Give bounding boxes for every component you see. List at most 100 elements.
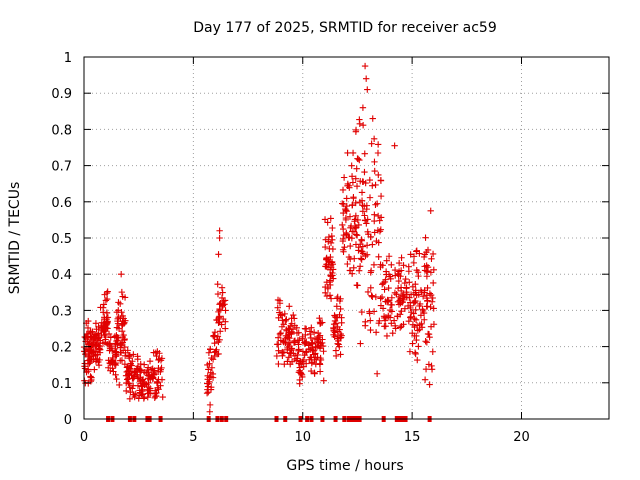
data-point — [359, 104, 367, 111]
data-point — [371, 211, 378, 218]
data-point — [392, 272, 399, 279]
data-point — [104, 325, 111, 332]
data-point — [422, 338, 429, 345]
data-point — [363, 220, 370, 227]
data-point — [422, 366, 430, 373]
data-point — [310, 329, 318, 336]
data-point — [373, 370, 381, 377]
data-point — [381, 317, 389, 324]
data-point — [109, 365, 116, 372]
data-point — [127, 388, 134, 396]
data-point — [372, 181, 379, 189]
data-point — [415, 343, 422, 350]
data-point — [280, 321, 287, 328]
data-point — [275, 314, 282, 321]
data-point — [424, 268, 431, 275]
data-point — [322, 289, 329, 297]
data-point — [358, 189, 366, 196]
data-point — [340, 200, 347, 208]
data-point — [131, 373, 138, 381]
y-tick-label: 1 — [64, 51, 72, 66]
data-point — [296, 364, 303, 371]
data-point — [107, 334, 114, 341]
data-point — [206, 408, 213, 415]
data-point — [222, 307, 229, 314]
data-point — [329, 245, 337, 253]
data-point — [388, 294, 396, 301]
x-tick-label: 5 — [189, 430, 197, 445]
data-point — [208, 364, 216, 371]
data-point — [364, 86, 371, 93]
data-point — [374, 141, 382, 148]
data-point — [329, 224, 336, 232]
data-point — [339, 221, 346, 229]
data-point — [337, 305, 344, 313]
data-point — [430, 279, 437, 287]
data-point — [321, 216, 329, 223]
data-point — [342, 207, 350, 214]
data-point — [402, 275, 409, 283]
data-point — [303, 338, 310, 345]
data-point — [353, 183, 361, 190]
data-point — [413, 291, 420, 299]
data-point — [155, 376, 162, 383]
data-point — [368, 292, 375, 299]
data-point — [372, 201, 379, 208]
data-point — [361, 168, 368, 176]
data-point — [218, 294, 226, 302]
data-point — [106, 340, 114, 348]
data-point — [358, 308, 366, 316]
data-point — [112, 371, 119, 379]
data-point — [153, 352, 160, 360]
data-point — [126, 368, 133, 375]
data-point — [140, 395, 148, 402]
data-point — [104, 288, 111, 295]
data-point — [296, 380, 303, 387]
data-point — [412, 306, 419, 314]
x-tick-labels: 0 5 10 15 20 — [80, 430, 530, 445]
data-point — [126, 355, 133, 362]
data-point — [103, 309, 111, 317]
data-point — [211, 340, 218, 347]
data-point — [347, 242, 354, 250]
data-point — [155, 386, 162, 393]
data-point — [84, 366, 92, 373]
data-point — [337, 351, 344, 358]
data-point — [419, 293, 427, 300]
data-point — [375, 253, 382, 261]
data-point — [308, 340, 316, 347]
data-point — [340, 225, 347, 233]
data-point — [400, 321, 407, 328]
data-point — [411, 299, 419, 306]
data-point — [124, 347, 131, 354]
data-point — [397, 273, 404, 280]
data-point — [330, 275, 337, 282]
data-point — [290, 350, 297, 357]
data-point — [132, 390, 139, 398]
data-point — [221, 301, 228, 308]
data-point — [121, 343, 128, 351]
data-point — [276, 300, 284, 307]
data-point — [352, 199, 359, 207]
data-point — [138, 390, 145, 398]
data-point — [307, 367, 315, 375]
data-point — [418, 324, 426, 331]
data-point — [214, 333, 222, 340]
data-point — [274, 334, 282, 341]
data-point — [405, 318, 413, 325]
data-point — [297, 369, 304, 376]
data-point — [120, 331, 127, 339]
data-point — [367, 269, 374, 276]
data-point — [291, 337, 299, 345]
data-point — [316, 319, 324, 326]
data-point — [385, 297, 392, 305]
data-point — [207, 346, 214, 353]
data-point — [411, 315, 418, 322]
data-point — [415, 272, 422, 280]
data-point — [218, 321, 225, 328]
data-point — [316, 368, 324, 375]
data-point — [377, 214, 385, 221]
data-point — [326, 266, 334, 273]
data-point — [410, 259, 418, 267]
data-point — [345, 253, 353, 261]
